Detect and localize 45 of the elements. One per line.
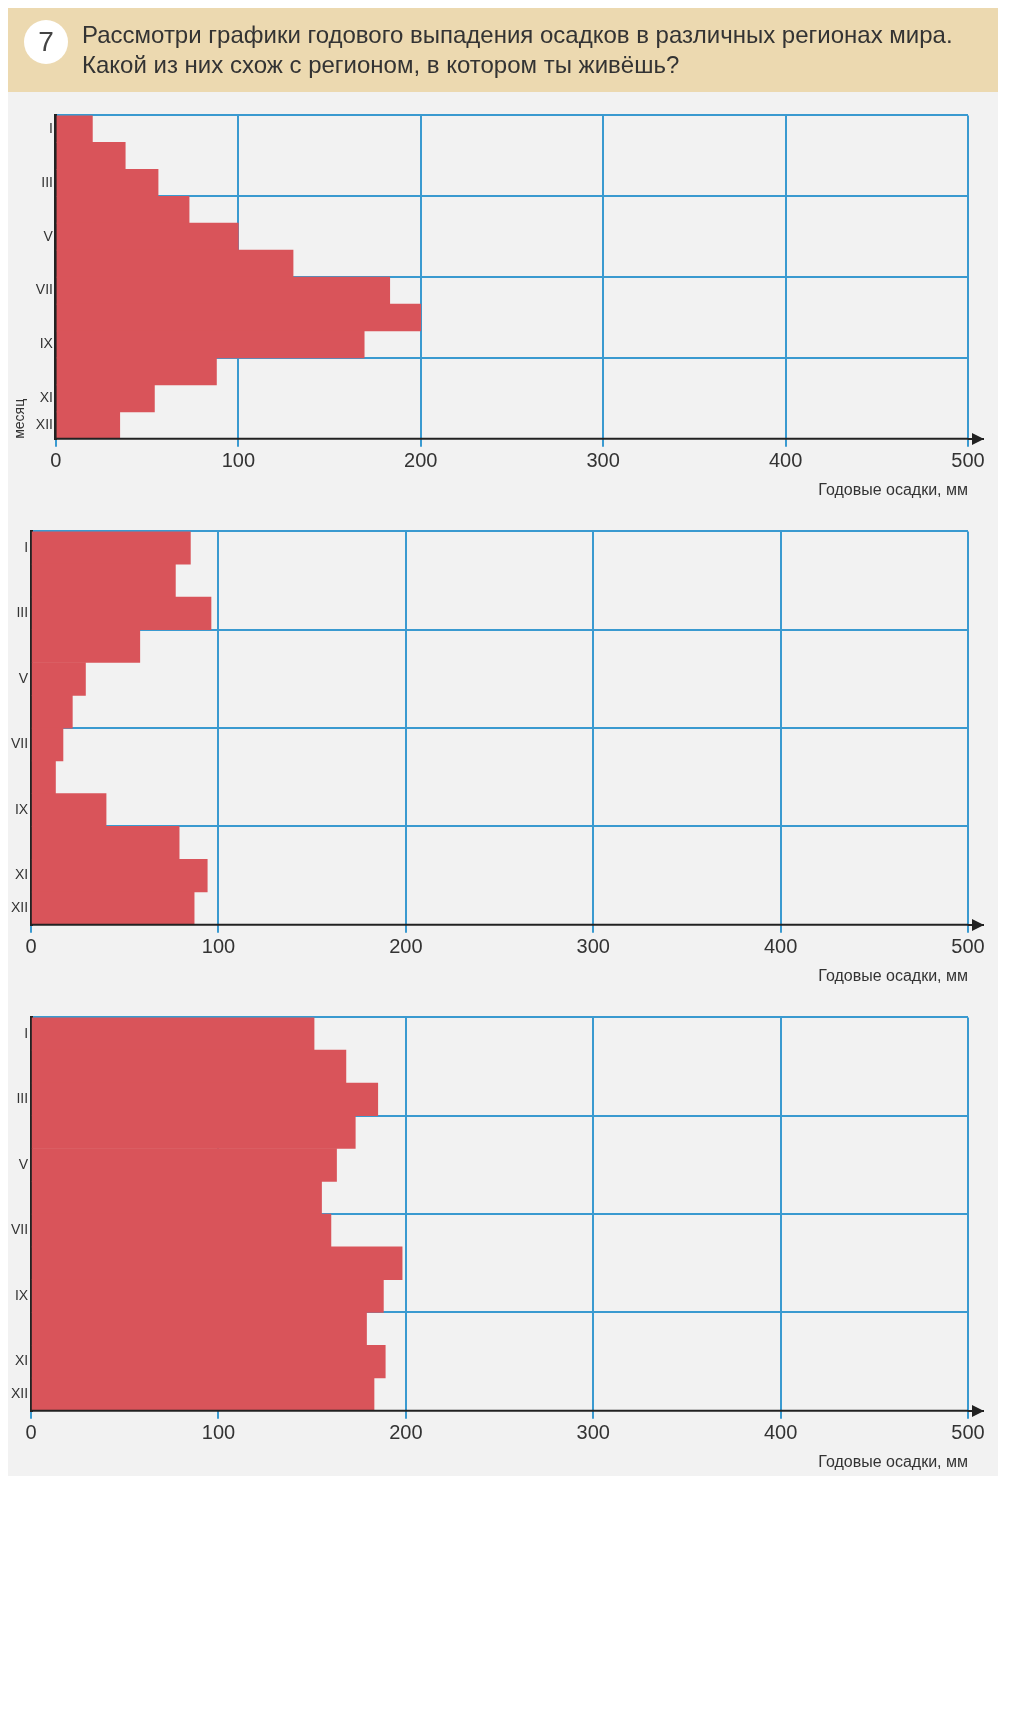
x-axis-title: Годовые осадки, мм — [818, 1452, 968, 1470]
x-tick-label: 400 — [763, 935, 798, 958]
y-tick-label: I — [49, 119, 53, 136]
y-tick-label: VII — [10, 1221, 29, 1238]
x-tick-label: 500 — [951, 449, 985, 472]
x-tick-label: 100 — [221, 449, 256, 472]
x-tick-label: 100 — [201, 1421, 236, 1444]
y-tick-label: XII — [10, 1385, 29, 1402]
y-tick-label: III — [41, 173, 53, 190]
x-tick-label: 400 — [763, 1421, 798, 1444]
y-tick-label: III — [16, 1090, 29, 1107]
x-axis-title: Годовые осадки, мм — [818, 480, 968, 498]
x-tick-label: 200 — [404, 449, 438, 472]
y-tick-label: V — [18, 1155, 29, 1172]
y-tick-label: I — [24, 1024, 29, 1041]
x-tick-label: 200 — [389, 935, 423, 958]
y-tick-label: XI — [14, 866, 29, 883]
y-tick-label: III — [16, 604, 29, 621]
chart-title: Рассмотри графики годового выпадения осадков в различных регионах мира. Какой из них схож с регионом, в котором ты живёшь? — [82, 20, 954, 80]
x-tick-label: 400 — [768, 449, 803, 472]
x-tick-label: 300 — [586, 449, 620, 472]
x-tick-label: 0 — [25, 935, 37, 958]
x-tick-label: 300 — [576, 935, 610, 958]
x-tick-label: 500 — [951, 1421, 985, 1444]
y-tick-label: VII — [10, 735, 29, 752]
y-tick-label: XII — [35, 416, 53, 433]
x-tick-label: 0 — [25, 1421, 37, 1444]
x-tick-label: 300 — [576, 1421, 610, 1444]
y-tick-label: XI — [39, 389, 53, 406]
x-tick-label: 100 — [201, 935, 236, 958]
y-tick-label: IX — [14, 800, 29, 817]
y-tick-label: XII — [10, 899, 29, 916]
x-tick-label: 500 — [951, 935, 985, 958]
y-tick-label: V — [43, 227, 54, 244]
y-tick-label: XI — [14, 1352, 29, 1369]
x-axis-title: Годовые осадки, мм — [818, 966, 968, 984]
y-tick-label: I — [24, 538, 29, 555]
y-tick-label: V — [18, 669, 29, 686]
y-tick-label: VII — [35, 281, 53, 298]
x-tick-label: 0 — [50, 449, 62, 472]
text: 7 — [24, 20, 68, 64]
x-tick-label: 200 — [389, 1421, 423, 1444]
y-tick-label: IX — [14, 1286, 29, 1303]
y-tick-label: IX — [39, 335, 54, 352]
y-axis-title: месяц — [11, 398, 28, 439]
